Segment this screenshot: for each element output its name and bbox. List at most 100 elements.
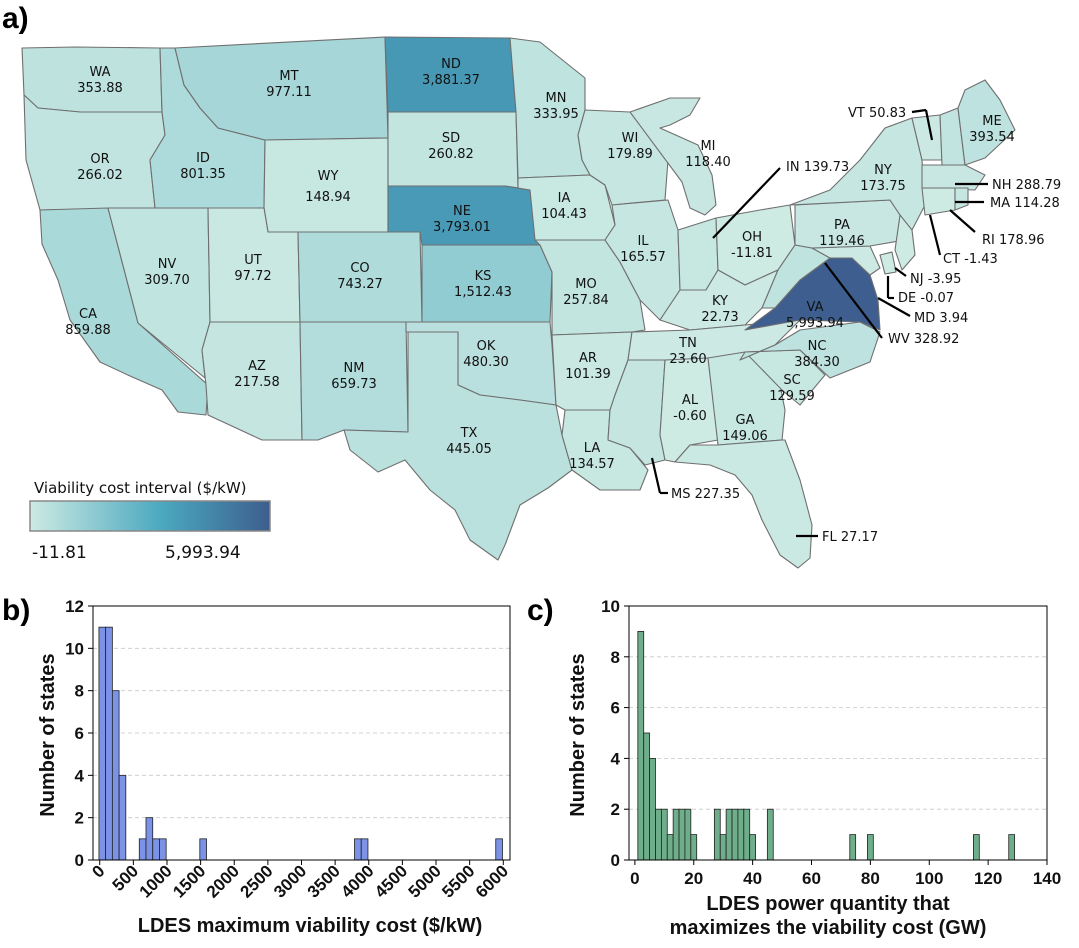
us-map	[21, 36, 1016, 569]
label-ok-value: 480.30	[463, 355, 509, 370]
label-mn-value: 333.95	[533, 107, 579, 122]
label-il-value: 165.57	[620, 250, 666, 265]
chart-b-xtick-label: 3000	[270, 861, 310, 901]
label-mo-value: 257.84	[563, 293, 609, 308]
chart-c-bar	[849, 834, 857, 861]
callout-nh: NH 288.79	[992, 178, 1061, 193]
chart-b-ytick-label: 8	[75, 682, 84, 701]
chart-c-xtick-label: 40	[743, 869, 762, 888]
label-nv-value: 309.70	[144, 273, 190, 288]
state-fl	[674, 439, 813, 569]
chart-c-ytick-label: 4	[611, 749, 621, 768]
chart-c-bar	[713, 808, 721, 861]
label-ia-abbr: IA	[558, 191, 571, 206]
chart-c-xtick-label: 20	[684, 869, 703, 888]
chart-b-frame	[92, 605, 511, 861]
label-ut-value: 97.72	[234, 269, 271, 284]
state-ks	[421, 244, 553, 323]
chart-c-ytick-label: 8	[611, 648, 620, 667]
label-oh-abbr: OH	[742, 230, 762, 245]
label-nd-abbr: ND	[441, 57, 461, 72]
label-ar-value: 101.39	[565, 367, 611, 382]
label-wy-value: 148.94	[305, 190, 351, 205]
label-or-abbr: OR	[90, 152, 109, 167]
chart-c-bar	[749, 834, 756, 861]
leader-ct	[928, 214, 942, 256]
chart-b-xtick-label: 6000	[472, 861, 512, 901]
label-tx-value: 445.05	[446, 442, 492, 457]
label-me-value: 393.54	[969, 130, 1015, 145]
chart-b-bar	[105, 626, 113, 861]
label-sc-abbr: SC	[783, 373, 800, 388]
chart-b-ytick-label: 12	[65, 597, 84, 616]
leader-in	[712, 167, 781, 239]
state-il	[604, 199, 681, 321]
chart-b-xtick-label: 0	[88, 861, 108, 881]
label-la-value: 134.57	[569, 457, 615, 472]
chart-c-bar	[684, 808, 692, 861]
chart-c-bar	[643, 732, 651, 861]
state-tx	[343, 331, 573, 561]
chart-b-xtick-label: 3500	[304, 861, 344, 901]
label-ne-abbr: NE	[453, 204, 471, 219]
callout-nj: NJ -3.95	[910, 272, 961, 287]
callout-vt: VT 50.83	[848, 106, 906, 121]
chart-c-xtick-label: 100	[915, 869, 943, 888]
state-ri	[954, 187, 969, 211]
chart-b-bar	[152, 838, 160, 861]
colorbar-min-label: -11.81	[32, 543, 87, 563]
label-ut-abbr: UT	[244, 253, 262, 268]
panel-c-label: c)	[527, 594, 554, 627]
label-al-abbr: AL	[682, 393, 699, 408]
leader-md	[877, 297, 911, 317]
chart-c-ytick-label: 2	[611, 800, 620, 819]
chart-b-xtick-label: 1500	[169, 861, 209, 901]
state-labels: WA 353.88 OR 266.02 CA 859.88 ID 801.35 …	[65, 57, 1015, 472]
label-va-value: 5,993.94	[786, 316, 844, 331]
state-mi	[629, 97, 717, 216]
colorbar-max-label: 5,993.94	[165, 543, 241, 563]
label-or-value: 266.02	[77, 168, 123, 183]
chart-c-bar	[637, 631, 645, 861]
chart-c-xtick-label: 140	[1033, 869, 1061, 888]
chart-c-bar	[973, 834, 980, 861]
label-tn-abbr: TN	[678, 336, 697, 351]
chart-b-bar	[118, 774, 127, 861]
label-ky-abbr: KY	[712, 294, 728, 309]
chart-c-bar	[731, 808, 739, 861]
panel-b-label: b)	[2, 594, 30, 627]
label-ks-abbr: KS	[475, 269, 492, 284]
label-mt-value: 977.11	[266, 85, 312, 100]
panel-a-label: a)	[2, 2, 29, 35]
chart-b-ytick-label: 4	[75, 766, 85, 785]
chart-c-ytick-label: 10	[601, 597, 620, 616]
chart-b-bar	[360, 838, 369, 861]
chart-b-ytick-label: 2	[75, 809, 84, 828]
leader-ri	[949, 209, 976, 233]
label-wa-value: 353.88	[77, 81, 123, 96]
chart-c-xlabel-line1: LDES power quantity that	[706, 893, 950, 915]
label-wi-value: 179.89	[607, 147, 653, 162]
chart-c-bar	[1008, 834, 1016, 861]
label-va-abbr: VA	[807, 300, 824, 315]
label-ga-abbr: GA	[736, 413, 755, 428]
chart-b-bar	[495, 838, 503, 861]
label-az-abbr: AZ	[248, 359, 266, 374]
label-nc-abbr: NC	[808, 339, 827, 354]
chart-b-bar	[354, 838, 362, 861]
chart-c-xtick-label: 60	[802, 869, 821, 888]
label-az-value: 217.58	[234, 375, 280, 390]
label-ny-abbr: NY	[874, 163, 892, 178]
label-me-abbr: ME	[982, 114, 1001, 129]
state-nj	[894, 214, 916, 271]
chart-c-bar	[666, 834, 674, 861]
callout-in: IN 139.73	[786, 160, 849, 175]
colorbar-gradient	[29, 500, 271, 532]
label-id-abbr: ID	[196, 151, 210, 166]
chart-c-bar	[660, 808, 668, 861]
callout-ms: MS 227.35	[671, 487, 740, 502]
callout-ct: CT -1.43	[943, 252, 998, 267]
label-ny-value: 173.75	[860, 179, 906, 194]
chart-c-bar	[725, 808, 733, 861]
